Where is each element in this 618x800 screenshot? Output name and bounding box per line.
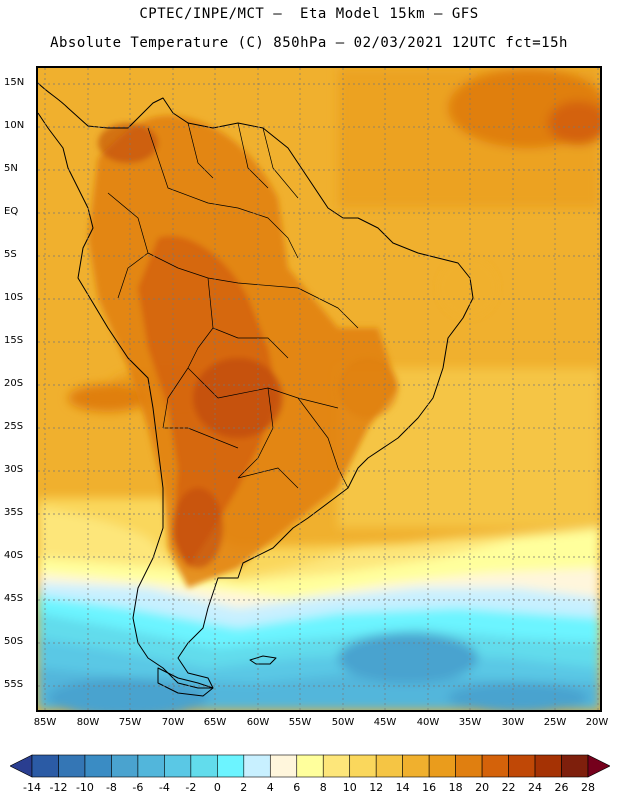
colorbar-swatch: [111, 754, 139, 778]
colorbar-swatch: [481, 754, 509, 778]
colorbar-swatch: [137, 754, 165, 778]
lat-label: 50S: [4, 636, 24, 647]
colorbar-swatch: [402, 754, 430, 778]
colorbar-label: 28: [581, 781, 595, 794]
colorbar-label: 10: [342, 781, 357, 794]
colorbar-label: 22: [501, 781, 516, 794]
lat-label: 25S: [4, 421, 24, 432]
colorbar-swatch: [84, 754, 112, 778]
colorbar-label: 0: [213, 781, 221, 794]
colorbar-label: -4: [158, 781, 170, 794]
colorbar-label: -2: [185, 781, 197, 794]
lon-label: 55W: [288, 717, 312, 728]
colorbar-swatch: [269, 754, 298, 778]
colorbar-label: -12: [49, 781, 68, 794]
colorbar-label: -6: [132, 781, 144, 794]
colorbar-swatch: [349, 754, 377, 778]
lat-label: 55S: [4, 679, 24, 690]
colorbar-label: 24: [528, 781, 543, 794]
lat-label: 20S: [4, 378, 24, 389]
lon-label: 45W: [373, 717, 397, 728]
lat-label: EQ: [4, 206, 19, 217]
lon-label: 30W: [501, 717, 525, 728]
lat-label: 5S: [4, 249, 17, 260]
colorbar: [10, 754, 610, 778]
lon-label: 50W: [331, 717, 355, 728]
lat-label: 10S: [4, 292, 24, 303]
colorbar-label: 20: [475, 781, 490, 794]
lon-label: 85W: [33, 717, 57, 728]
colorbar-swatch: [217, 754, 245, 778]
tierra-del-fuego: [157, 667, 214, 697]
colorbar-swatch: [534, 754, 562, 778]
colorbar-label: 6: [293, 781, 301, 794]
colorbar-min-arrow: [10, 754, 33, 778]
colorbar-label: -8: [105, 781, 117, 794]
lon-label: 20W: [585, 717, 609, 728]
colorbar-swatch: [243, 754, 271, 778]
colorbar-swatch: [508, 754, 536, 778]
lat-label: 35S: [4, 507, 24, 518]
falklands: [249, 655, 277, 665]
lon-label: 60W: [246, 717, 270, 728]
lat-label: 45S: [4, 593, 24, 604]
title-line-1: CPTEC/INPE/MCT – Eta Model 15km – GFS: [139, 6, 479, 22]
lon-label: 35W: [458, 717, 482, 728]
lat-label: 30S: [4, 464, 24, 475]
lat-label: 10N: [4, 120, 25, 131]
colorbar-label: 2: [240, 781, 248, 794]
colorbar-label: 26: [554, 781, 569, 794]
colorbar-swatch: [561, 754, 589, 778]
colorbar-swatch: [428, 754, 456, 778]
colorbar-label: 8: [319, 781, 327, 794]
colorbar-label: 12: [369, 781, 384, 794]
lon-label: 75W: [118, 717, 142, 728]
coastlines: [38, 82, 474, 697]
lon-label: 70W: [161, 717, 185, 728]
lon-label: 80W: [76, 717, 100, 728]
colorbar-label: 4: [266, 781, 274, 794]
lat-label: 40S: [4, 550, 24, 561]
lon-label: 40W: [416, 717, 440, 728]
colorbar-label: 16: [422, 781, 437, 794]
colorbar-swatch: [31, 754, 59, 778]
colorbar-swatch: [322, 754, 351, 778]
lat-label: 5N: [4, 163, 18, 174]
colorbar-swatch: [190, 754, 218, 778]
colorbar-max-arrow: [587, 754, 610, 778]
map-panel: [36, 66, 602, 712]
colorbar-swatch: [375, 754, 403, 778]
colorbar-label: 18: [448, 781, 463, 794]
colorbar-label: 14: [395, 781, 410, 794]
lon-label: 25W: [543, 717, 567, 728]
colorbar-swatch: [164, 754, 192, 778]
title-line-2: Absolute Temperature (C) 850hPa – 02/03/…: [50, 35, 568, 51]
lon-label: 65W: [203, 717, 227, 728]
colorbar-label: -14: [23, 781, 41, 794]
lat-label: 15N: [4, 77, 25, 88]
colorbar-swatches: [31, 754, 589, 778]
colorbar-swatch: [58, 754, 86, 778]
colorbar-label: -10: [75, 781, 94, 794]
colorbar-swatch: [296, 754, 324, 778]
lat-label: 15S: [4, 335, 24, 346]
temperature-map: [38, 68, 600, 710]
grid-lines: [38, 68, 600, 710]
colorbar-swatch: [455, 754, 483, 778]
country-borders: [107, 122, 359, 489]
